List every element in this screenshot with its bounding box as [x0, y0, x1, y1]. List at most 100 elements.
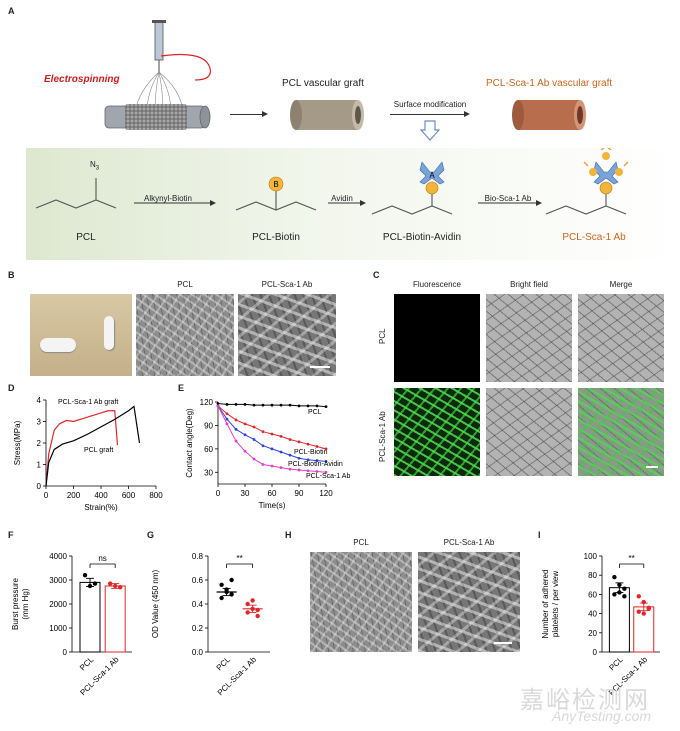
- syringe-body: [154, 20, 164, 61]
- y-axis-label: Contact angle(Deg): [185, 408, 194, 478]
- y-tick-label: 0: [37, 482, 42, 491]
- data-point-0: [92, 581, 98, 586]
- graft-photo: [30, 294, 132, 376]
- panel-letter-e: E: [178, 383, 185, 393]
- data-point-1: [641, 599, 646, 605]
- step-bio-sca: Bio-Sca-1 Ab: [484, 194, 532, 203]
- series-point-3: [279, 466, 283, 469]
- series-label-3: PCL-Sca-1 Ab: [306, 473, 350, 480]
- panel-c-row2-label: PCL-Sca-1 Ab: [378, 411, 387, 462]
- series-point-1: [234, 418, 238, 422]
- y-tick-label: 0.6: [192, 576, 204, 585]
- chart-g: 0.00.20.40.60.8OD Value (450 nm)PCLPCL-S…: [151, 552, 270, 697]
- y-tick-label: 30: [204, 468, 213, 477]
- series-point-2: [306, 458, 310, 462]
- series-point-3: [252, 457, 256, 461]
- chart-d: 0 1 2 3 4 0 200 400 600 800 Strain(%) Stress(MPa) PC…: [13, 396, 163, 512]
- chemistry-scheme: B A: [35, 148, 629, 215]
- series-point-0: [288, 403, 292, 407]
- panel-h-col1-label: PCL: [353, 538, 369, 547]
- y-tick-label: 2000: [49, 600, 67, 609]
- y-axis-label: Stress(MPa): [13, 420, 22, 465]
- panel-letter-h: H: [285, 530, 292, 540]
- watermark-en: AnyTesting.com: [552, 708, 652, 724]
- x-tick-label: 90: [295, 489, 304, 498]
- graft-photo-tube-2: [104, 316, 114, 350]
- data-point-1: [636, 609, 641, 614]
- polymer-chain-1: [35, 199, 117, 209]
- graft-photo-tube-1: [40, 338, 76, 352]
- biotin-icon-2: [425, 181, 439, 195]
- series-point-2: [270, 447, 274, 451]
- y-tick-label: 60: [204, 445, 213, 454]
- y-tick-label: 60: [588, 590, 597, 599]
- series-point-3: [288, 467, 292, 471]
- series-point-2: [297, 456, 301, 460]
- series-point-1: [279, 434, 283, 438]
- x-tick-label: 800: [149, 491, 163, 500]
- series-point-1: [324, 447, 328, 451]
- y-tick-label: 1000: [49, 624, 67, 633]
- down-arrow-icon: [420, 120, 440, 141]
- data-point-0: [229, 577, 234, 583]
- scale-bar-c: [646, 466, 658, 468]
- sca-graft-label: PCL-Sca-1 Ab vascular graft: [486, 78, 613, 89]
- y-tick-label: 100: [584, 552, 598, 561]
- y-tick-label: 2: [37, 439, 42, 448]
- series-point-1: [297, 440, 301, 444]
- y-tick-label: 40: [588, 610, 597, 619]
- watermark-cn: 嘉峪检测网: [520, 686, 650, 714]
- data-point-1: [646, 606, 651, 611]
- y-axis-label-0: Burst pressure: [11, 577, 20, 630]
- chart-f: 0 1000 2000 3000 4000 Burst pressure (mm Hg) PC…: [11, 552, 132, 697]
- panel-c-col1-label: Fluorescence: [412, 280, 462, 289]
- x-axis-label: Strain(%): [84, 503, 118, 512]
- series-point-3: [297, 468, 301, 472]
- sca-graft-image: [512, 100, 586, 130]
- data-point-0: [87, 583, 93, 589]
- series-point-0: [297, 404, 301, 408]
- series-point-0: [306, 404, 310, 408]
- data-point-0: [82, 573, 88, 578]
- bar-0: [608, 587, 630, 653]
- data-point-1: [255, 607, 260, 613]
- panel-c-row1-label: PCL: [378, 328, 387, 344]
- series-label-2: PCL-Biotin-Avidin: [288, 461, 343, 468]
- y-tick-label: 0.8: [192, 552, 204, 561]
- svg-text:A: A: [429, 171, 435, 180]
- series-point-1: [261, 430, 265, 434]
- data-point-0: [617, 582, 622, 587]
- series-point-3: [243, 449, 247, 453]
- data-point-0: [229, 592, 234, 597]
- series-point-0: [252, 403, 256, 407]
- series-point-3: [225, 422, 229, 426]
- arrow-2: [390, 114, 468, 115]
- data-point-0: [224, 587, 229, 592]
- arrow-1: [230, 114, 266, 115]
- series-point-2: [243, 433, 247, 437]
- y-tick-label: 1: [37, 461, 42, 470]
- y-axis-label-1: platelets / per view: [551, 571, 560, 637]
- y-tick-label: 4: [37, 396, 42, 405]
- mol-pcl: PCL: [76, 232, 96, 243]
- series-point-3: [306, 469, 310, 473]
- bar-1: [104, 585, 126, 653]
- antibody-icon: [583, 148, 629, 167]
- data-point-0: [622, 594, 627, 599]
- data-point-1: [641, 611, 646, 616]
- panel-c-col2-label: Bright field: [510, 280, 548, 289]
- y-tick-label: 20: [588, 629, 597, 638]
- biotin-ab-icon: [602, 152, 610, 160]
- y-tick-label: 120: [200, 398, 214, 407]
- y-tick-label: 0.2: [192, 624, 204, 633]
- series-point-0: [315, 404, 319, 408]
- sem-pcl-b: [136, 294, 234, 376]
- panel-letter-f: F: [8, 530, 14, 540]
- series-point-2: [234, 427, 238, 431]
- fluo-sca: [394, 388, 480, 476]
- series-point-2: [324, 459, 328, 463]
- data-point-1: [245, 601, 250, 607]
- x-axis-label: Time(s): [259, 501, 286, 510]
- series-point-1: [243, 422, 247, 426]
- series-point-1: [306, 442, 310, 446]
